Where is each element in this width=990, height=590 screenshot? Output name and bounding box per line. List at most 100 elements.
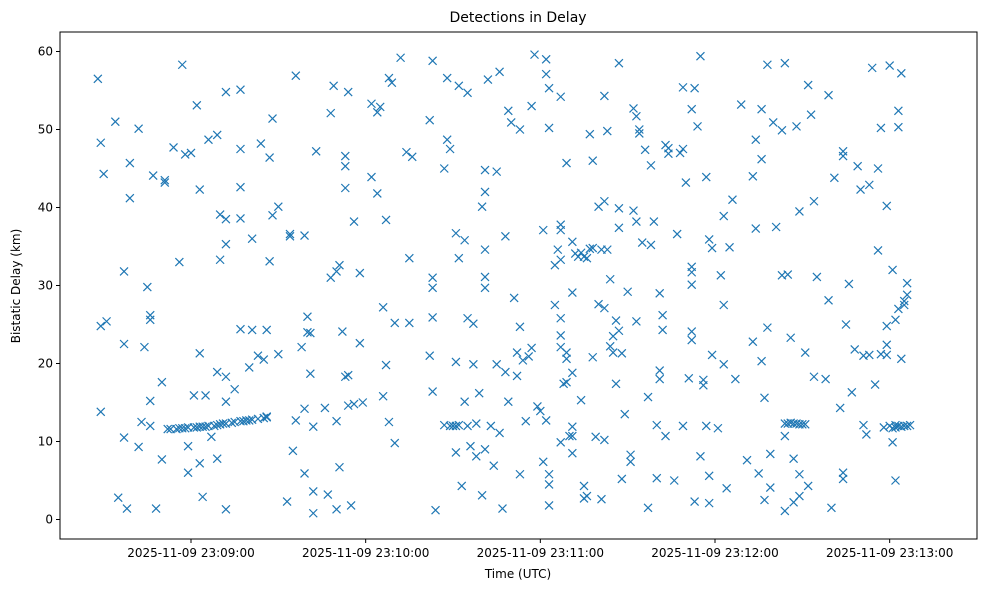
data-point <box>460 397 470 407</box>
data-point <box>867 63 877 73</box>
data-point <box>789 454 799 464</box>
data-point <box>378 391 388 401</box>
data-point <box>218 419 228 428</box>
data-point <box>139 342 149 352</box>
data-point <box>291 71 301 81</box>
data-point <box>495 67 505 77</box>
data-point <box>445 144 455 154</box>
data-point <box>678 82 688 92</box>
data-point <box>247 325 257 335</box>
data-point <box>902 290 912 300</box>
data-point <box>358 398 368 407</box>
data-point <box>899 296 909 306</box>
data-point <box>259 355 269 365</box>
data-point <box>282 497 292 506</box>
data-point <box>480 245 490 255</box>
data-point <box>268 114 277 124</box>
data-point <box>349 217 359 226</box>
data-point <box>873 245 883 255</box>
data-point <box>227 418 237 428</box>
data-point <box>442 135 452 145</box>
data-point <box>221 504 231 514</box>
data-point <box>629 206 638 216</box>
data-point <box>567 368 577 378</box>
data-point <box>174 257 184 267</box>
data-point <box>340 151 350 161</box>
data-point <box>864 350 874 360</box>
data-point <box>425 115 435 125</box>
data-point <box>602 245 612 255</box>
data-point <box>762 60 772 70</box>
data-point <box>687 327 697 336</box>
data-point <box>477 490 487 500</box>
data-point <box>870 380 880 389</box>
data-point <box>614 326 624 336</box>
data-point <box>300 231 309 241</box>
data-point <box>719 211 729 221</box>
data-point <box>468 359 478 369</box>
data-point <box>454 420 464 430</box>
data-point <box>719 300 729 310</box>
data-point <box>800 419 810 429</box>
data-point <box>582 491 592 501</box>
data-point <box>381 360 391 370</box>
data-point <box>332 416 341 426</box>
data-point <box>209 421 219 431</box>
data-point <box>783 270 793 280</box>
data-point <box>384 73 394 83</box>
data-point <box>757 154 767 164</box>
data-point <box>757 356 767 366</box>
data-point <box>631 316 641 326</box>
data-point <box>649 217 659 226</box>
data-point <box>556 255 566 265</box>
data-point <box>125 158 135 168</box>
data-point <box>725 242 734 252</box>
data-point <box>891 315 900 325</box>
data-point <box>687 280 697 290</box>
data-point <box>137 417 146 427</box>
data-point <box>244 416 254 425</box>
data-point <box>553 245 563 255</box>
data-point <box>882 201 892 211</box>
data-point <box>696 51 705 61</box>
data-point <box>541 54 551 64</box>
data-point <box>556 313 566 323</box>
x-ticks: 2025-11-09 23:09:00 2025-11-09 23:10:00 20… <box>127 539 953 560</box>
data-point <box>230 384 240 394</box>
data-point <box>812 272 822 282</box>
data-point <box>454 81 464 91</box>
data-point <box>885 61 895 70</box>
data-point <box>221 239 231 249</box>
data-point <box>340 161 350 171</box>
y-tick-label: 20 <box>38 357 53 371</box>
data-point <box>722 483 732 493</box>
data-point <box>562 354 571 364</box>
data-point <box>809 372 819 382</box>
data-point <box>608 348 618 358</box>
data-point <box>765 483 775 492</box>
data-point <box>195 348 205 358</box>
data-point <box>893 106 903 116</box>
data-point <box>634 128 644 138</box>
data-point <box>428 56 438 66</box>
data-point <box>189 391 199 400</box>
data-point <box>748 337 758 347</box>
data-point <box>463 88 472 98</box>
data-point <box>617 348 627 358</box>
y-axis-label: Bistatic Delay (km) <box>9 229 23 344</box>
data-point <box>879 423 889 432</box>
data-point <box>236 182 245 192</box>
data-point <box>562 377 571 387</box>
data-point <box>719 359 729 369</box>
data-point <box>541 69 551 79</box>
data-point <box>562 348 571 358</box>
data-point <box>835 403 845 413</box>
data-point <box>471 451 481 461</box>
data-point <box>285 231 295 241</box>
data-point <box>850 345 860 354</box>
data-points <box>93 50 915 518</box>
data-point <box>343 401 353 411</box>
x-tick-label: 2025-11-09 23:13:00 <box>826 546 953 560</box>
data-point <box>160 175 170 185</box>
